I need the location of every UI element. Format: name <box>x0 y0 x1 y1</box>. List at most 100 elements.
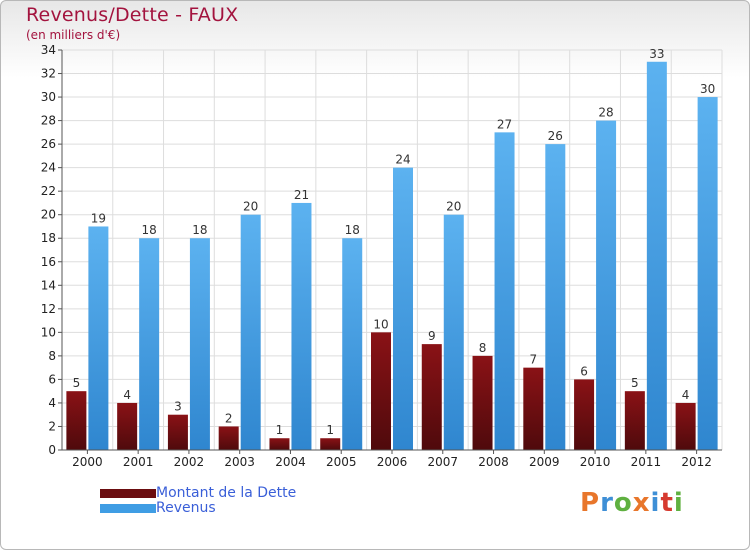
data-label: 30 <box>700 82 715 96</box>
x-tick-label: 2004 <box>275 455 306 469</box>
bar-revenus <box>342 238 363 450</box>
x-tick-label: 2003 <box>224 455 255 469</box>
bar-revenus <box>291 202 312 450</box>
data-label: 28 <box>598 106 613 120</box>
bar-revenus <box>443 214 464 450</box>
x-tick-label: 2011 <box>631 455 662 469</box>
bar-revenus <box>240 214 261 450</box>
chart-title: Revenus/Dette - FAUX <box>26 4 239 26</box>
bar-dette <box>523 367 544 450</box>
logo-letter: P <box>580 488 601 518</box>
y-tick-label: 16 <box>41 255 56 269</box>
logo-letter: i <box>673 488 684 518</box>
data-label: 19 <box>91 211 106 225</box>
data-label: 8 <box>479 341 487 355</box>
bar-revenus <box>189 238 210 450</box>
data-label: 1 <box>276 423 284 437</box>
logo-letter: i <box>650 488 661 518</box>
bar-dette <box>117 402 138 450</box>
y-tick-label: 20 <box>41 208 56 222</box>
data-label: 20 <box>446 200 461 214</box>
x-tick-label: 2002 <box>174 455 205 469</box>
y-tick-label: 34 <box>41 43 56 57</box>
data-label: 26 <box>548 129 563 143</box>
bar-dette <box>66 391 87 450</box>
bar-revenus <box>596 120 617 451</box>
y-tick-label: 14 <box>41 278 56 292</box>
x-tick-label: 2000 <box>72 455 103 469</box>
bar-dette <box>371 332 391 450</box>
data-label: 20 <box>243 200 258 214</box>
bar-dette <box>472 355 493 450</box>
bar-dette <box>421 344 442 450</box>
bar-dette <box>675 402 696 450</box>
legend-swatch-dette <box>100 489 156 498</box>
legend-label-revenus: Revenus <box>156 500 216 516</box>
data-label: 4 <box>682 388 690 402</box>
y-tick-label: 2 <box>48 419 56 433</box>
y-tick-label: 12 <box>41 302 56 316</box>
y-tick-label: 6 <box>48 372 56 386</box>
data-label: 18 <box>345 223 360 237</box>
proxiti-logo: Proxiti <box>580 488 684 518</box>
data-label: 5 <box>631 376 639 390</box>
bar-revenus <box>494 132 515 450</box>
chart-legend: Montant de la Dette Revenus <box>100 486 296 516</box>
y-tick-label: 18 <box>41 231 56 245</box>
data-label: 6 <box>580 364 588 378</box>
bar-dette <box>320 438 341 450</box>
data-label: 9 <box>428 329 436 343</box>
bar-revenus <box>139 238 160 450</box>
bar-dette <box>218 426 239 450</box>
x-tick-label: 2007 <box>427 455 458 469</box>
x-tick-label: 2008 <box>478 455 509 469</box>
data-label: 4 <box>123 388 131 402</box>
logo-letter: r <box>600 488 614 518</box>
bar-dette <box>167 414 188 450</box>
bar-revenus <box>393 167 413 450</box>
logo-letter: t <box>660 488 674 518</box>
y-tick-label: 28 <box>41 114 56 128</box>
legend-swatch-revenus <box>100 504 156 513</box>
bar-revenus <box>88 226 109 450</box>
y-tick-label: 4 <box>48 396 56 410</box>
legend-item-revenus: Revenus <box>100 501 296 516</box>
data-label: 33 <box>649 47 664 61</box>
chart-subtitle: (en milliers d'€) <box>26 28 121 42</box>
bar-dette <box>574 379 595 450</box>
bar-dette <box>269 438 290 450</box>
x-tick-label: 2009 <box>529 455 560 469</box>
x-tick-label: 2012 <box>681 455 712 469</box>
data-label: 24 <box>395 153 410 167</box>
y-tick-label: 22 <box>41 184 56 198</box>
data-label: 1 <box>326 423 334 437</box>
bar-dette <box>624 391 645 450</box>
y-tick-label: 32 <box>41 67 56 81</box>
data-label: 21 <box>294 188 309 202</box>
data-label: 10 <box>373 317 388 331</box>
legend-label-dette: Montant de la Dette <box>156 485 297 501</box>
data-label: 3 <box>174 400 182 414</box>
data-label: 5 <box>73 376 81 390</box>
bar-revenus <box>646 61 667 450</box>
data-label: 2 <box>225 411 233 425</box>
y-tick-label: 10 <box>41 325 56 339</box>
x-tick-label: 2010 <box>580 455 611 469</box>
bar-revenus <box>697 97 718 450</box>
y-tick-label: 24 <box>41 161 56 175</box>
logo-letter: o <box>613 488 633 518</box>
y-tick-label: 8 <box>48 349 56 363</box>
x-tick-label: 2005 <box>326 455 357 469</box>
data-label: 18 <box>142 223 157 237</box>
data-label: 18 <box>192 223 207 237</box>
logo-letter: x <box>632 488 651 518</box>
data-label: 7 <box>529 353 537 367</box>
x-tick-label: 2006 <box>377 455 408 469</box>
data-label: 27 <box>497 117 512 131</box>
y-tick-label: 0 <box>48 443 56 457</box>
bar-revenus <box>545 144 566 450</box>
x-tick-label: 2001 <box>123 455 154 469</box>
y-tick-label: 30 <box>41 90 56 104</box>
